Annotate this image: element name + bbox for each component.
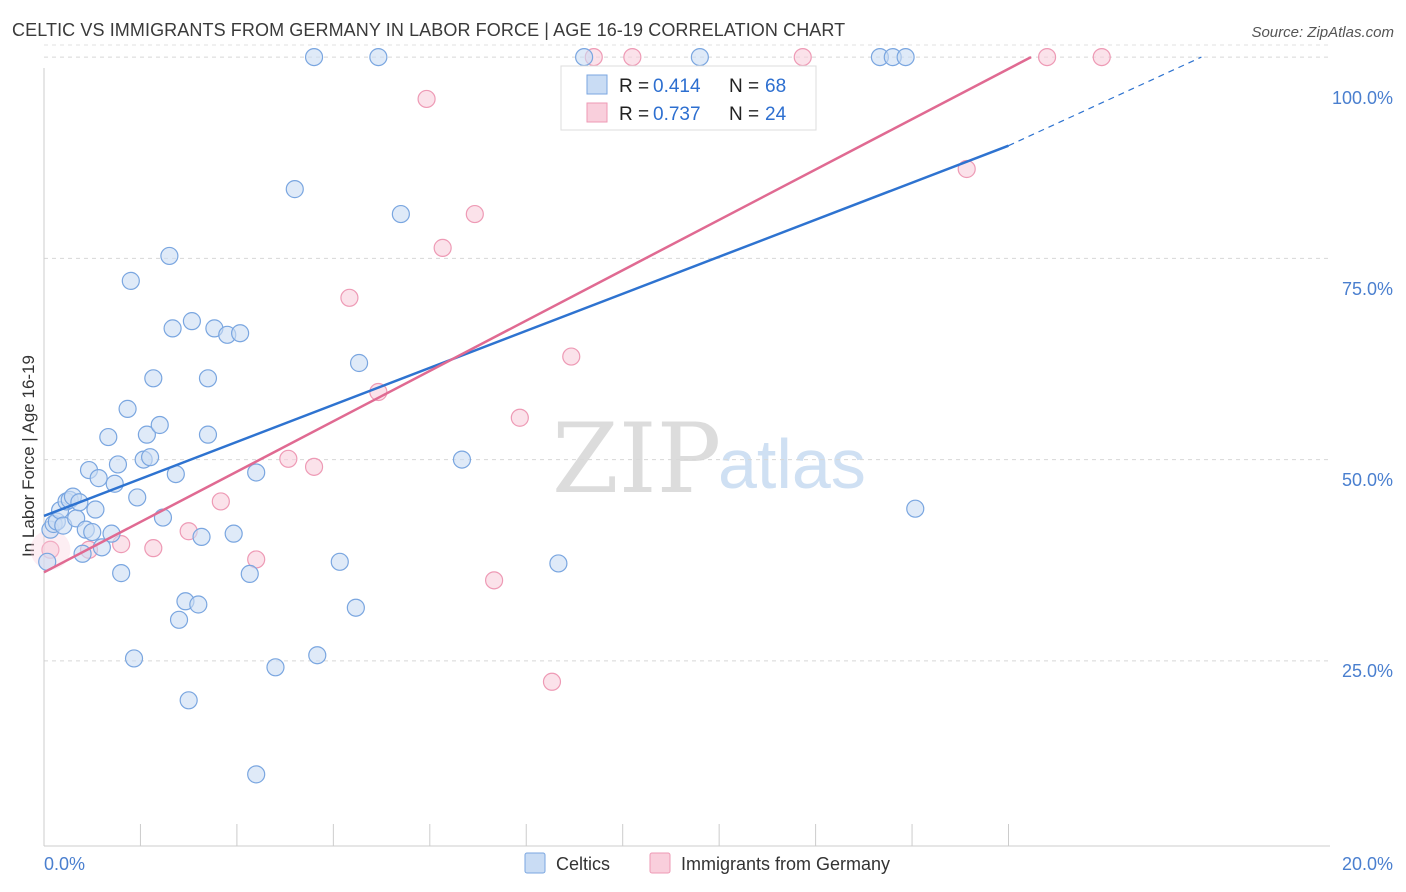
celtics-point [144, 369, 163, 388]
celtics-trend-extension [1008, 56, 1202, 147]
germany-point [433, 238, 452, 257]
celtics-trend-line [43, 144, 1009, 518]
celtics-point [247, 765, 266, 784]
celtics-point [83, 522, 102, 542]
celtics-point [140, 448, 160, 467]
germany-point [465, 204, 484, 224]
celtics-point [198, 425, 218, 444]
y-tick-label-100: 100.0% [1332, 88, 1393, 108]
celtics-point [308, 646, 327, 665]
germany-trend-line [43, 55, 1032, 574]
correlation-legend: R = 0.414 N = 68 R = 0.737 N = 24 [560, 65, 817, 131]
celtics-point [369, 47, 388, 67]
legend-n-value-germany: 24 [765, 104, 787, 125]
bottom-legend-label-germany: Immigrants from Germany [681, 854, 890, 874]
celtics-point [169, 610, 189, 629]
germany-point [623, 47, 642, 67]
celtics-point [346, 598, 365, 617]
germany-point [1037, 47, 1057, 67]
legend-n-label-celtics: N = [729, 76, 759, 97]
legend-n-value-celtics: 68 [765, 76, 786, 97]
celtics-point [182, 312, 201, 331]
celtics-point [575, 47, 594, 67]
celtics-point [179, 691, 198, 710]
celtics-point [108, 455, 128, 474]
y-axis-label: In Labor Force | Age 16-19 [19, 355, 38, 557]
germany-point [279, 449, 298, 468]
celtics-point [89, 469, 108, 488]
x-tick-label-0: 0.0% [44, 854, 85, 874]
celtics-point [690, 47, 709, 67]
celtics-point [99, 427, 118, 447]
celtics-point [391, 204, 410, 224]
germany-point [542, 672, 562, 691]
germany-point [485, 571, 504, 590]
bottom-legend-label-celtics: Celtics [556, 854, 610, 874]
celtics-point [124, 649, 144, 668]
celtics-point [163, 319, 182, 338]
bottom-legend-swatch-germany [649, 852, 671, 874]
celtics-point [549, 554, 568, 573]
celtics-point [121, 271, 140, 290]
legend-r-value-celtics: 0.414 [653, 76, 701, 97]
series-legend: Celtics Immigrants from Germany [524, 852, 890, 874]
celtics-point [896, 47, 915, 67]
series-germany-points [30, 47, 1111, 691]
grid-lines [44, 44, 1330, 662]
germany-point [510, 408, 529, 427]
celtics-point [330, 552, 349, 571]
germany-point [304, 457, 324, 476]
celtics-point [128, 488, 147, 507]
x-axis-ticks [43, 824, 1009, 846]
celtics-point [137, 425, 156, 444]
celtics-point [192, 527, 211, 546]
celtics-point [198, 369, 218, 388]
celtics-point [118, 399, 137, 418]
germany-point [340, 288, 359, 307]
celtics-point [160, 246, 179, 266]
legend-swatch-germany [586, 102, 608, 123]
x-tick-label-20: 20.0% [1342, 854, 1393, 874]
germany-point [562, 347, 581, 366]
chart-title: CELTIC VS IMMIGRANTS FROM GERMANY IN LAB… [12, 20, 846, 40]
celtics-point [112, 564, 131, 583]
source-credit: Source: ZipAtlas.com [1251, 24, 1394, 41]
celtics-point [304, 47, 324, 67]
celtics-point [150, 415, 169, 435]
bottom-legend-swatch-celtics [524, 852, 546, 874]
celtics-point [285, 180, 304, 199]
celtics-point [231, 324, 250, 343]
watermark-atlas: atlas [718, 425, 866, 503]
legend-n-label-germany: N = [729, 104, 759, 125]
celtics-point [266, 658, 285, 677]
legend-swatch-celtics [586, 74, 608, 95]
watermark-zip: ZIP [552, 403, 721, 515]
y-tick-label-75: 75.0% [1342, 279, 1393, 299]
y-tick-label-25: 25.0% [1342, 661, 1393, 681]
celtics-point [86, 500, 105, 519]
germany-point [1092, 47, 1111, 67]
trend-lines [43, 55, 1202, 574]
y-tick-label-50: 50.0% [1342, 470, 1393, 490]
germany-point [417, 89, 436, 109]
celtics-point [189, 595, 208, 614]
celtics-point [906, 499, 925, 518]
germany-point [211, 492, 230, 511]
celtics-point [240, 564, 259, 584]
celtics-point [247, 463, 266, 482]
celtics-point [224, 524, 243, 543]
celtics-point [349, 353, 369, 373]
germany-point [793, 47, 812, 67]
celtics-point [452, 450, 472, 469]
legend-r-value-germany: 0.737 [653, 104, 701, 125]
legend-r-label-celtics: R = [619, 76, 649, 97]
germany-point [144, 539, 163, 558]
series-celtics-points [38, 47, 925, 784]
legend-r-label-germany: R = [619, 104, 649, 125]
